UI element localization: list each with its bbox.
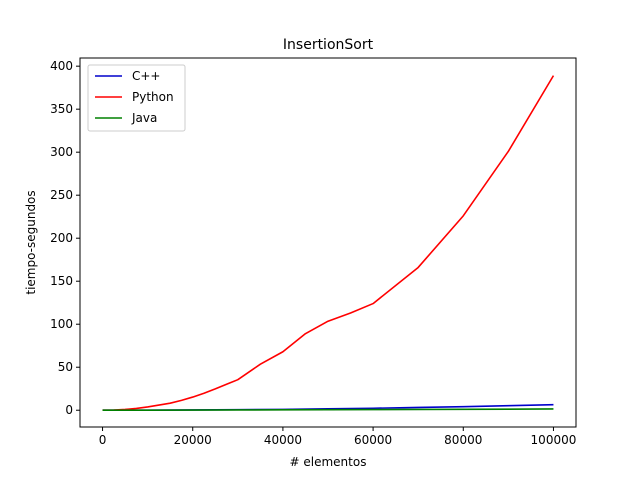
series-line-java	[102, 408, 554, 412]
y-axis-ticks: 0 50 100 150 200 250 300 350 400	[50, 59, 80, 417]
y-tick-label: 200	[50, 231, 73, 245]
legend-label: Python	[132, 90, 174, 104]
x-tick-label: 80000	[444, 433, 482, 447]
y-axis-label: tiempo-segundos	[24, 190, 38, 294]
x-axis-ticks: 0 20000 40000 60000 80000 100000	[99, 427, 577, 447]
legend-box	[87, 64, 186, 132]
y-tick-label: 350	[50, 102, 73, 116]
legend-label: C++	[132, 69, 161, 83]
x-tick-label: 100000	[531, 433, 577, 447]
x-axis-label: # elementos	[290, 455, 367, 469]
x-tick-label: 0	[99, 433, 107, 447]
y-tick-label: 100	[50, 317, 73, 331]
y-tick-label: 300	[50, 145, 73, 159]
series-lines	[102, 75, 555, 412]
series-line-python	[102, 75, 555, 412]
y-tick-label: 150	[50, 274, 73, 288]
y-tick-label: 0	[65, 403, 73, 417]
legend-label: Java	[131, 111, 157, 125]
y-tick-label: 50	[58, 360, 73, 374]
y-tick-label: 250	[50, 188, 73, 202]
legend: C++ Python Java	[87, 64, 186, 132]
x-tick-label: 20000	[174, 433, 212, 447]
x-tick-label: 60000	[354, 433, 392, 447]
chart-title: InsertionSort	[283, 37, 374, 53]
x-tick-label: 40000	[264, 433, 302, 447]
plot-frame	[79, 57, 577, 428]
y-tick-label: 400	[50, 59, 73, 73]
plot-area	[79, 57, 577, 428]
